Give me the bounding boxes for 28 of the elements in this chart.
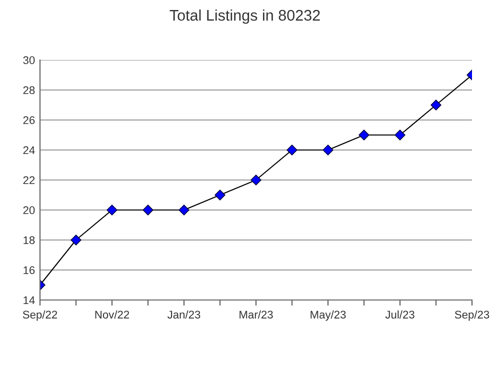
- y-tick-label: 22: [23, 176, 35, 184]
- y-tick-label: 24: [23, 146, 35, 154]
- y-tick-label: 18: [24, 236, 35, 244]
- point: [250, 174, 262, 186]
- point: [214, 190, 226, 200]
- y-tick-label: 16: [24, 266, 35, 274]
- point: [286, 144, 298, 156]
- y-tick-label: 20: [23, 206, 35, 214]
- x-tick-label: Mar/23: [240, 310, 273, 319]
- x-tick-label: Jan/23: [167, 310, 200, 319]
- point: [178, 204, 190, 216]
- x-tick-label: Sep/23: [454, 310, 490, 321]
- point: [106, 204, 118, 216]
- point: [358, 130, 370, 140]
- x-tick-label: May/23: [310, 310, 346, 321]
- y-tick-label: 26: [23, 116, 35, 124]
- y-tick-label: 14: [24, 296, 35, 304]
- y-tick-label: 28: [23, 86, 35, 94]
- x-tick-label: Nov/22: [95, 310, 130, 319]
- point: [430, 100, 442, 110]
- x-tick-label: Sep/22: [22, 310, 58, 321]
- y-tick-label: 30: [23, 56, 35, 64]
- x-tick-label: Jul/23: [385, 310, 414, 319]
- point: [70, 234, 82, 246]
- point: [322, 144, 334, 156]
- chart-title: Total Listings in 80232: [170, 10, 320, 24]
- point: [142, 204, 154, 216]
- point: [394, 130, 406, 140]
